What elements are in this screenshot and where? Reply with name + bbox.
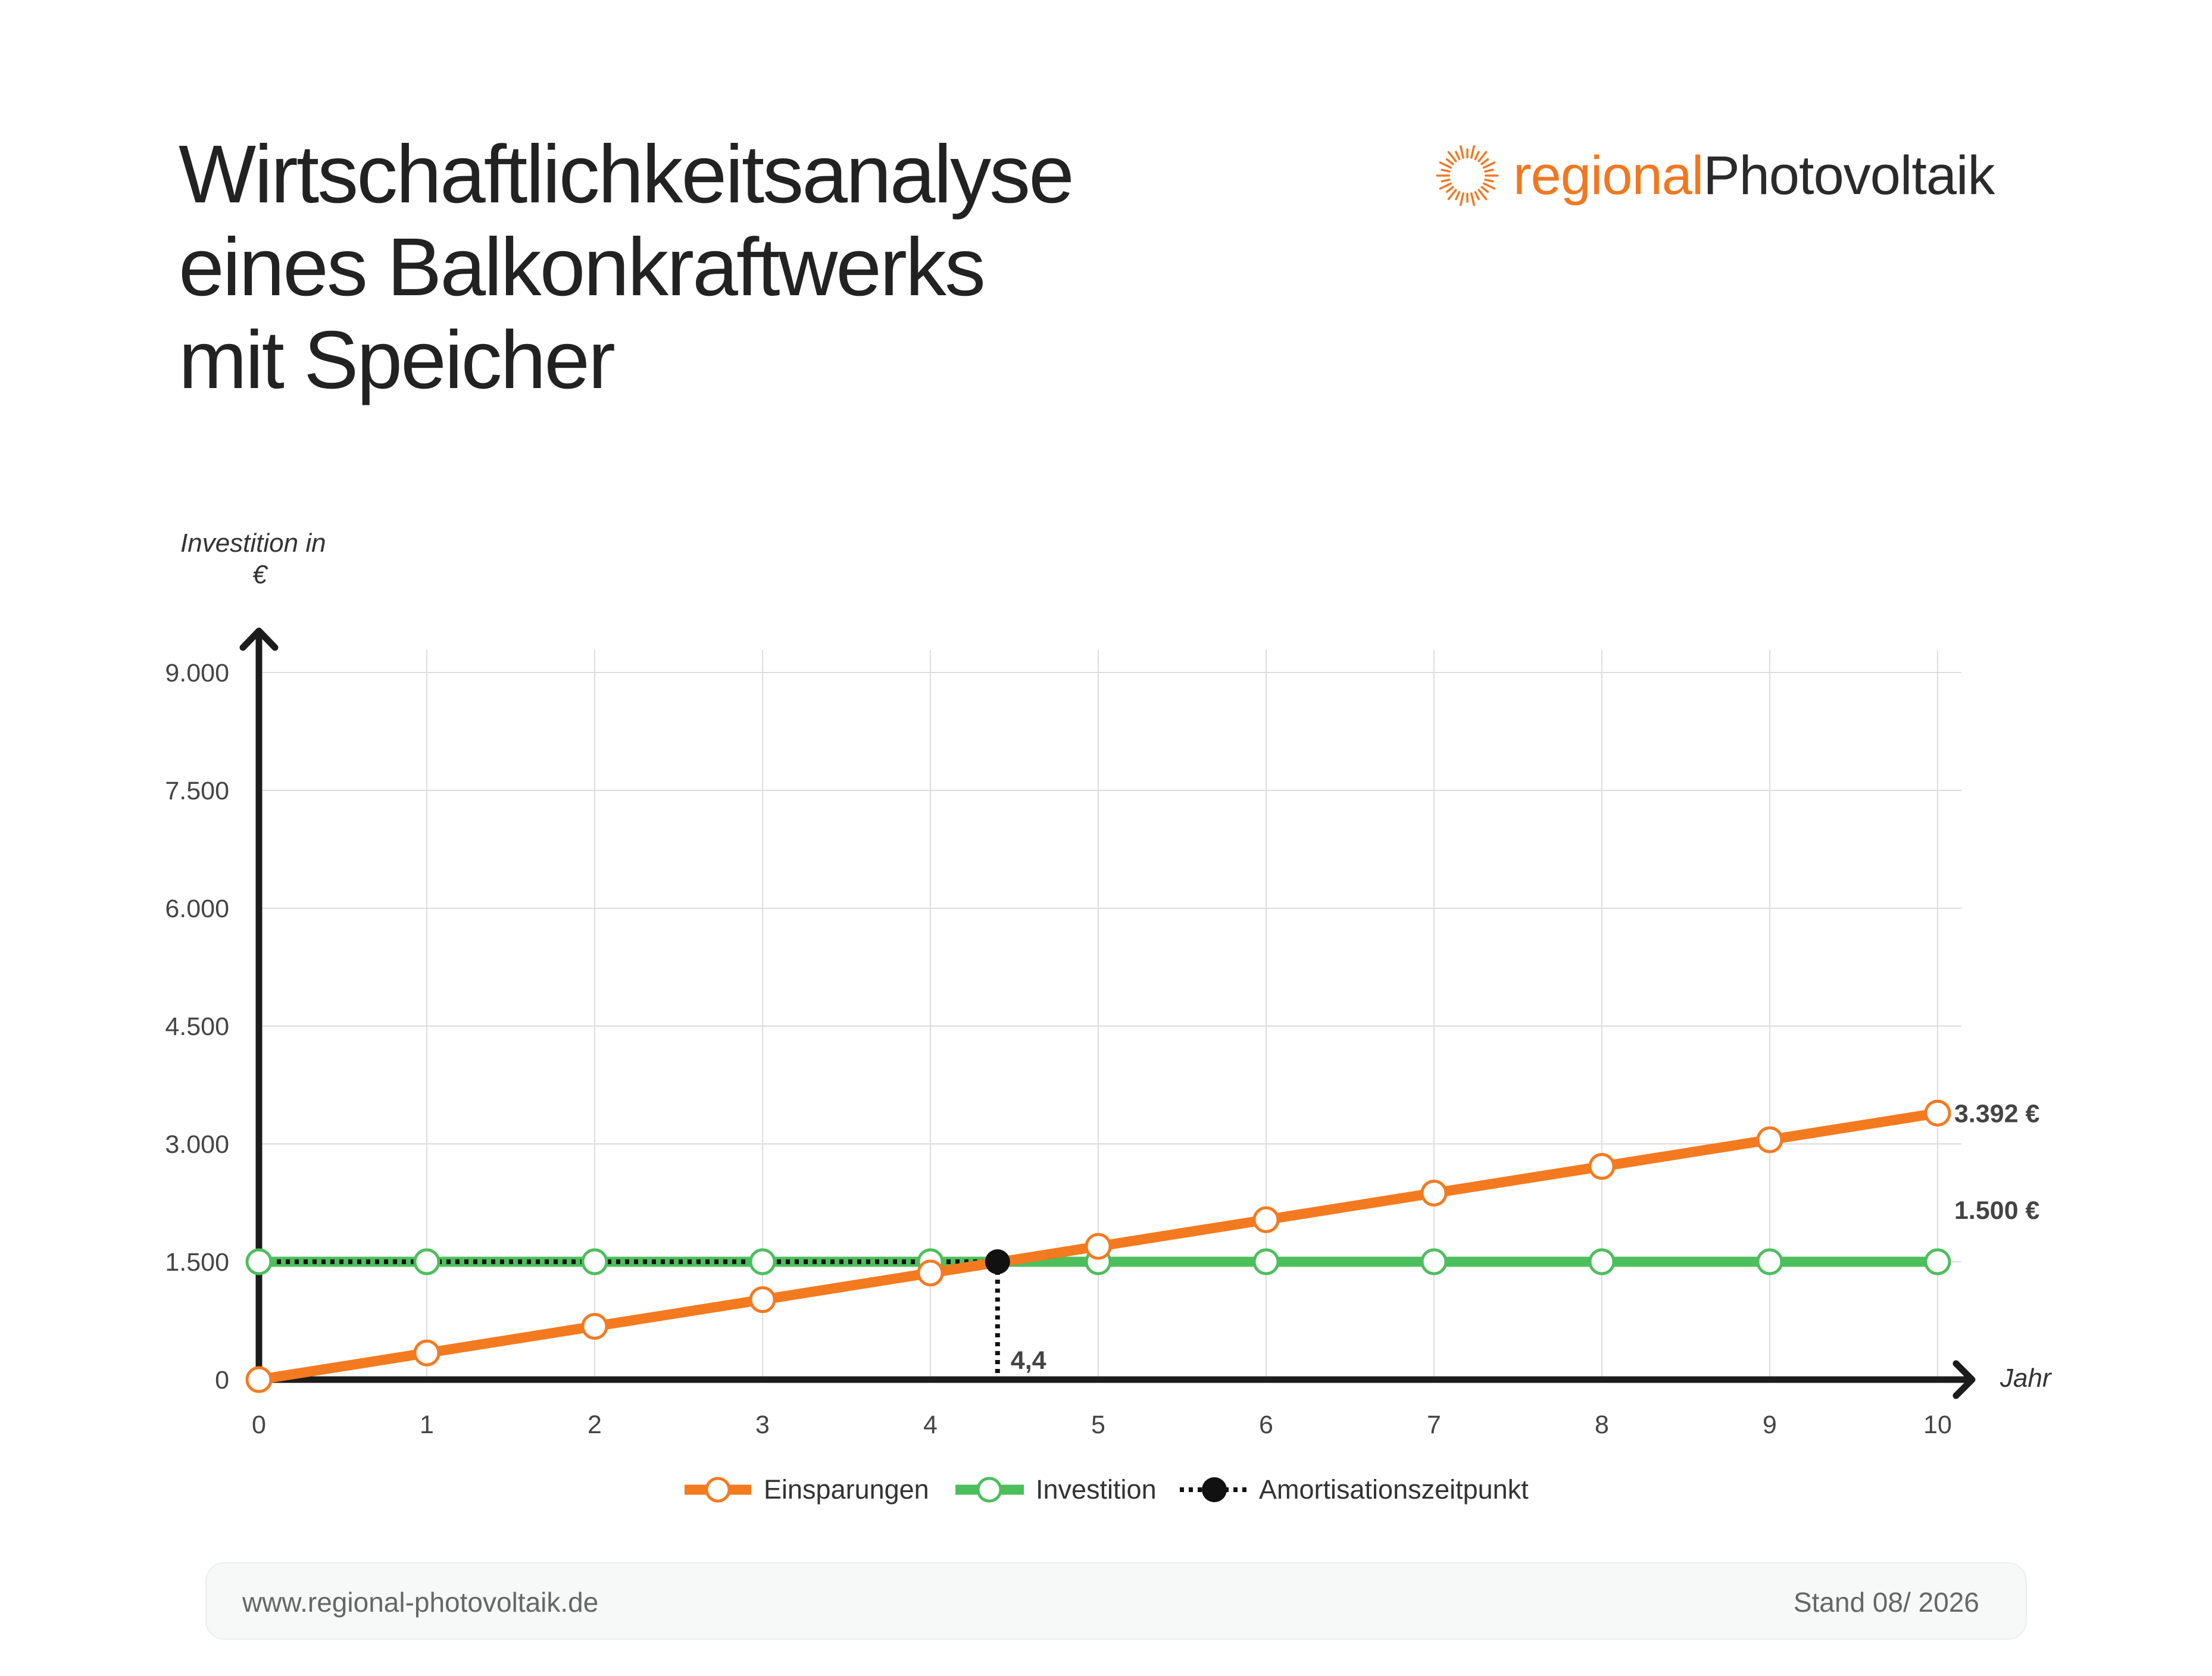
- x-tick-label: 4: [923, 1411, 938, 1439]
- sun-ray: [1480, 158, 1489, 165]
- chart-grid: [259, 650, 1961, 1380]
- y-tick-label: 3.000: [165, 1130, 229, 1159]
- x-tick-label: 5: [1091, 1411, 1105, 1439]
- einsparungen-end-label: 3.392 €: [1954, 1099, 2040, 1128]
- footer-bar: www.regional-photovoltaik.de Stand 08/ 2…: [205, 1562, 2027, 1640]
- x-tick-label: 1: [420, 1411, 434, 1439]
- x-tick-label: 6: [1259, 1411, 1273, 1439]
- sun-burst-icon: [1436, 145, 1499, 207]
- data-point: [1085, 1233, 1112, 1260]
- brand-wordmark: regionalPhotovoltaik: [1513, 145, 1995, 207]
- y-tick-label: 7.500: [165, 777, 229, 805]
- sun-ray: [1474, 151, 1480, 161]
- data-point: [1420, 1180, 1448, 1207]
- sun-ray: [1484, 179, 1494, 183]
- footer-date: Stand 08/ 2026: [1793, 1587, 1979, 1618]
- sun-ray: [1447, 151, 1457, 162]
- sun-ray: [1441, 179, 1451, 183]
- data-point: [1252, 1206, 1280, 1233]
- data-point: [245, 1248, 273, 1275]
- sun-ray: [1455, 190, 1461, 201]
- title-line-2: eines Balkonkraftwerks: [179, 221, 986, 313]
- y-axis-title-line-1: Investition in: [180, 529, 326, 558]
- y-tick-label: 9.000: [165, 659, 229, 687]
- title-line-1: Wirtschaftlichkeitsanalyse: [179, 129, 1074, 220]
- sun-ray: [1480, 186, 1489, 193]
- data-point: [917, 1259, 944, 1287]
- sun-ray: [1439, 161, 1452, 169]
- y-tick-label: 4.500: [165, 1012, 229, 1041]
- legend-amortisation-label: Amortisationszeitpunkt: [1259, 1474, 1529, 1505]
- x-tick-label: 2: [588, 1411, 602, 1439]
- data-point: [1420, 1248, 1448, 1275]
- data-point: [413, 1339, 440, 1367]
- sun-ray: [1482, 182, 1496, 190]
- x-tick-label: 9: [1763, 1411, 1777, 1439]
- sun-ray: [1474, 190, 1480, 201]
- sun-ray: [1447, 189, 1457, 201]
- sun-ray: [1445, 186, 1454, 193]
- brand-logo[interactable]: regionalPhotovoltaik: [1435, 143, 1995, 208]
- x-axis-arrowhead: [1952, 1360, 1976, 1399]
- sun-ray: [1445, 158, 1454, 165]
- legend-einsparungen-label: Einsparungen: [764, 1474, 929, 1505]
- y-axis-title-line-2: €: [252, 560, 268, 589]
- brand-wordmark-regional: regional: [1513, 145, 1704, 206]
- y-tick-label: 1.500: [165, 1248, 229, 1277]
- investition-end-label: 1.500 €: [1954, 1196, 2040, 1225]
- break-even-marker: 4,4: [985, 1249, 1046, 1375]
- sun-ray: [1459, 145, 1464, 159]
- legend-investition-label: Investition: [1036, 1474, 1157, 1505]
- y-tick-label: 0: [215, 1366, 229, 1394]
- sun-ray: [1470, 192, 1476, 207]
- y-tick-label: 6.000: [165, 895, 229, 923]
- x-tick-label: 7: [1427, 1411, 1441, 1439]
- x-tick-label: 10: [1923, 1411, 1952, 1439]
- data-point: [1588, 1248, 1616, 1275]
- data-point: [1588, 1153, 1616, 1180]
- value-labels: 3.392 € 1.500 €: [1954, 1099, 2040, 1225]
- chart-series: [245, 1099, 1951, 1393]
- data-point: [1924, 1248, 1951, 1275]
- sun-ray: [1470, 145, 1476, 159]
- sun-ray: [1459, 192, 1464, 207]
- y-axis-ticks: 0 1.500 3.000 4.500 6.000 7.500 9.000: [165, 659, 229, 1394]
- y-axis-arrowhead: [239, 627, 279, 651]
- legend-einsparungen-marker: [705, 1477, 731, 1503]
- x-tick-label: 3: [755, 1411, 770, 1439]
- sun-ray: [1455, 151, 1461, 161]
- data-point: [581, 1248, 608, 1275]
- data-point: [749, 1286, 776, 1314]
- data-point: [1756, 1126, 1783, 1153]
- sun-ray: [1477, 189, 1488, 201]
- data-point: [749, 1248, 776, 1275]
- sun-ray: [1484, 168, 1494, 173]
- data-point: [1924, 1099, 1951, 1127]
- data-point: [413, 1248, 440, 1275]
- chart-legend: Einsparungen Investition Amortisationszeit…: [685, 1474, 1529, 1505]
- sun-ray: [1482, 161, 1496, 169]
- x-axis-title: Jahr: [1999, 1364, 2052, 1393]
- data-point: [1756, 1248, 1783, 1275]
- chart-axes: [239, 627, 1976, 1399]
- page-title: Wirtschaftlichkeitsanalyse eines Balkonk…: [179, 128, 1369, 407]
- brand-wordmark-photovoltaik: Photovoltaik: [1703, 145, 1995, 206]
- sun-ray: [1477, 151, 1488, 162]
- x-axis-ticks: 0 1 2 3 4 5 6 7 8 9 10: [252, 1411, 1952, 1439]
- data-point: [245, 1366, 273, 1393]
- sun-ray: [1439, 182, 1452, 190]
- x-tick-label: 0: [252, 1411, 266, 1439]
- data-point: [581, 1312, 608, 1340]
- title-line-3: mit Speicher: [179, 314, 616, 406]
- sun-ray: [1441, 168, 1451, 173]
- x-tick-label: 8: [1595, 1411, 1609, 1439]
- data-point: [1252, 1248, 1280, 1275]
- legend-investition-marker: [976, 1477, 1002, 1503]
- break-even-label: 4,4: [1011, 1346, 1046, 1375]
- footer-url-link[interactable]: www.regional-photovoltaik.de: [242, 1587, 599, 1618]
- break-even-point: [985, 1249, 1010, 1274]
- legend-amortisation-marker: [1202, 1477, 1227, 1502]
